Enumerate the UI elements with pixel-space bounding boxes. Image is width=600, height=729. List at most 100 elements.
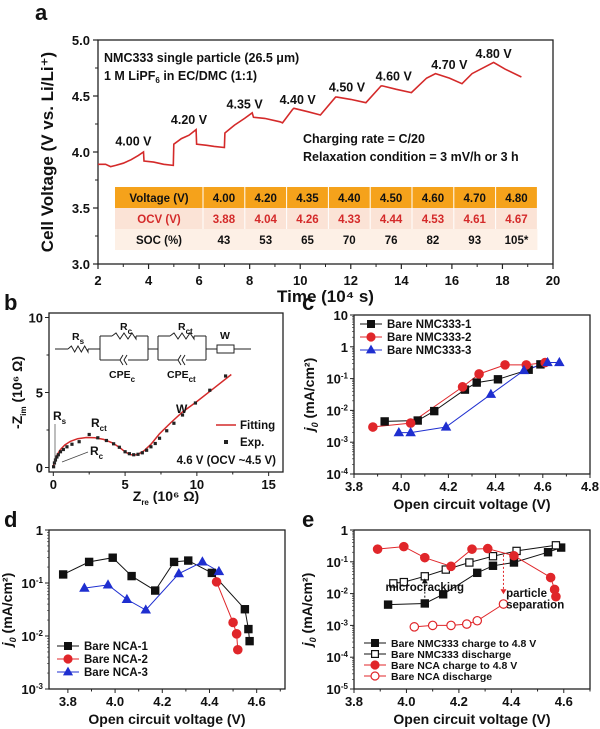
- x-tick-label: 14: [394, 273, 409, 288]
- x-tick-label: 4.6: [555, 694, 573, 709]
- step-voltage-label: 4.40 V: [280, 93, 317, 107]
- x-tick-label: 4.2: [450, 694, 468, 709]
- x-tick-label: 4.4: [487, 479, 506, 494]
- x-axis-title: Open circuit voltage (V): [393, 496, 550, 512]
- exp-data-point: [51, 465, 56, 469]
- x-tick-label: 3.8: [59, 694, 77, 709]
- exp-data-point: [193, 401, 198, 405]
- legend-swatch-marker: [63, 641, 72, 650]
- legend-swatch-marker: [370, 671, 380, 681]
- step-voltage-label: 4.80 V: [476, 47, 513, 61]
- x-tick-label: 4.6: [248, 694, 266, 709]
- legend-label: Bare NMC333 discharge: [391, 649, 511, 661]
- table-cell: 65: [301, 235, 314, 247]
- series-line: [62, 557, 251, 642]
- table-cell: 4.44: [380, 214, 403, 226]
- x-tick-label: 4.4: [502, 694, 521, 709]
- data-point: [465, 558, 474, 567]
- data-point: [405, 418, 416, 428]
- exp-data-point: [87, 432, 91, 437]
- y-tick-label: 4.0: [72, 145, 90, 160]
- data-point: [485, 388, 497, 398]
- exp-data-point: [117, 445, 121, 449]
- annotation-arrowhead: [421, 578, 428, 584]
- y-tick-label: 10-4: [326, 650, 348, 665]
- data-point: [140, 604, 152, 614]
- x-tick-label: 16: [445, 273, 459, 288]
- data-point: [207, 568, 217, 578]
- exp-data-point: [58, 450, 63, 454]
- rc-arrow: [61, 451, 89, 463]
- data-point: [543, 548, 553, 557]
- data-point: [228, 617, 238, 628]
- circuit-label-cpec: CPEc: [109, 369, 136, 384]
- panel-label-e: e: [302, 507, 314, 532]
- y-tick-label: 3.0: [72, 257, 90, 272]
- data-point: [244, 624, 253, 634]
- data-point: [467, 544, 477, 554]
- table-row-label: Voltage (V): [129, 193, 188, 205]
- x-tick-label: 8: [246, 273, 253, 288]
- table-cell: 4.67: [505, 214, 527, 226]
- exp-data-point: [157, 436, 162, 440]
- x-axis-title: Open circuit voltage (V): [88, 711, 245, 727]
- table-cell: 4.33: [338, 214, 360, 226]
- x-tick-label: 2: [94, 273, 101, 288]
- data-point: [380, 417, 389, 426]
- x-tick-label: 18: [495, 273, 509, 288]
- data-point: [383, 600, 393, 609]
- exp-data-point: [145, 448, 149, 452]
- x-tick-label: 4: [145, 273, 153, 288]
- table-row-bg: [115, 229, 538, 250]
- annotation-arrowhead: [500, 589, 507, 595]
- y-axis-title: j0 (mA/cm²): [0, 573, 18, 648]
- exp-data-point: [56, 453, 60, 457]
- data-point: [409, 622, 420, 632]
- data-point: [430, 406, 439, 416]
- table-cell: 4.20: [255, 193, 277, 205]
- x-axis-title: Open circuit voltage (V): [393, 711, 550, 727]
- data-point: [446, 561, 456, 572]
- data-point: [108, 553, 117, 562]
- data-point: [461, 619, 472, 629]
- x-tick-label: 4.8: [581, 479, 599, 494]
- series-line: [377, 546, 557, 597]
- y-tick-label: 10-1: [326, 555, 348, 570]
- table-cell: 43: [218, 235, 231, 247]
- y-tick-label: 1: [341, 523, 348, 538]
- data-point: [79, 582, 90, 592]
- exp-data-point: [123, 450, 127, 454]
- exp-data-point: [136, 452, 140, 456]
- warburg-symbol: [216, 344, 235, 354]
- step-voltage-label: 4.50 V: [329, 81, 366, 95]
- y-tick-label: 10-4: [326, 467, 348, 482]
- data-point: [173, 568, 185, 578]
- circuit-label-rct: Rct: [178, 321, 193, 336]
- data-point: [427, 620, 438, 631]
- data-point: [472, 615, 483, 626]
- y-axis-title: j0 (mA/cm²): [299, 573, 318, 648]
- table-cell: 4.60: [422, 193, 444, 205]
- x-tick-label: 4.0: [397, 694, 415, 709]
- legend-swatch-marker: [370, 660, 380, 670]
- step-voltage-label: 4.20 V: [171, 113, 208, 127]
- y-tick-label: 10-1: [326, 372, 348, 387]
- panel-label-c: c: [302, 290, 314, 315]
- circuit-label-cpect: CPEct: [167, 369, 196, 384]
- exp-data-point: [127, 452, 131, 456]
- exp-data-point: [153, 441, 157, 446]
- table-cell: 70: [343, 235, 356, 247]
- panel-d-exchange-current-nca: 3.8 4.0 4.2 4.4 4.6 10-3 10-2 10-1 1 Open circuit…: [0, 523, 286, 727]
- data-point: [213, 565, 225, 576]
- data-point: [498, 599, 509, 609]
- data-point: [240, 605, 250, 614]
- table-cell: 4.50: [380, 193, 402, 205]
- table-cell: 4.80: [505, 193, 527, 205]
- table-cell: 4.26: [296, 214, 318, 226]
- table-row-label: SOC (%): [136, 235, 182, 247]
- exp-data-point: [172, 421, 176, 425]
- data-point: [472, 378, 481, 387]
- y-tick-label: 10-3: [21, 682, 43, 697]
